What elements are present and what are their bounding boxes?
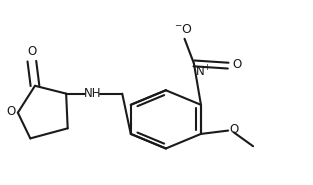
Text: $^{-}$O: $^{-}$O (173, 23, 192, 36)
Text: N$^{+}$: N$^{+}$ (195, 65, 212, 80)
Text: O: O (6, 105, 16, 118)
Text: O: O (229, 123, 239, 136)
Text: O: O (27, 45, 37, 58)
Text: NH: NH (84, 87, 101, 100)
Text: O: O (232, 58, 241, 71)
